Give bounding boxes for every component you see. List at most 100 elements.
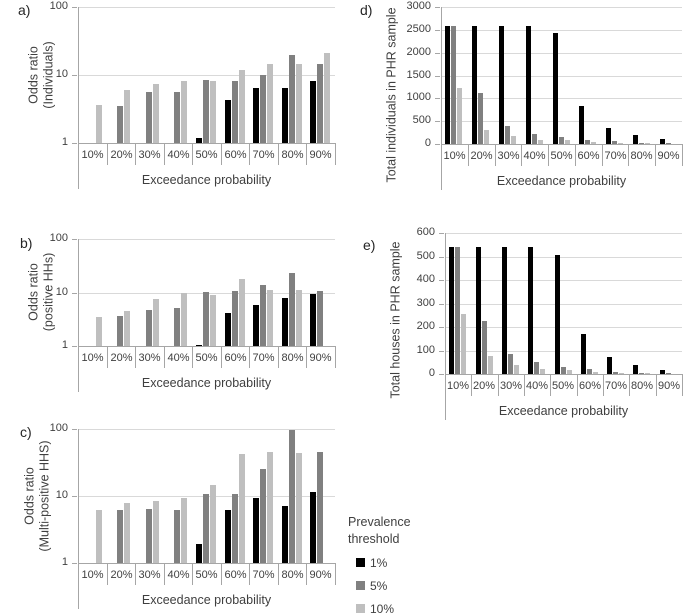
bar-b-80%-1%: [282, 298, 288, 346]
y-tick-mark-e: [439, 304, 444, 305]
x-tick-separator-b: [78, 239, 79, 392]
bar-c-30%-10%: [153, 501, 159, 563]
bar-d-30%-5%: [505, 126, 510, 144]
x-axis-line-d: [441, 144, 682, 145]
x-axis-line-a: [78, 143, 335, 144]
x-tick-separator-e: [445, 233, 446, 420]
x-tick-label-b-70%: 70%: [252, 352, 275, 364]
legend-item-10pct: 10%: [348, 602, 458, 614]
bar-e-60%-5%: [587, 369, 592, 374]
x-tick-label-e-80%: 80%: [630, 380, 654, 392]
bar-c-30%-5%: [146, 509, 152, 563]
x-tick-separator-b: [192, 346, 193, 368]
bar-c-60%-10%: [239, 454, 245, 563]
bar-a-30%-5%: [146, 92, 152, 143]
bar-e-70%-5%: [613, 372, 618, 374]
bar-c-80%-1%: [282, 506, 288, 563]
bar-a-40%-10%: [181, 81, 187, 143]
bar-e-50%-10%: [567, 370, 572, 374]
y-tick-mark-a: [72, 143, 77, 144]
y-tick-mark-d: [435, 76, 440, 77]
bar-a-50%-5%: [203, 80, 209, 143]
bar-d-70%-1%: [606, 128, 611, 144]
bar-b-70%-10%: [267, 290, 273, 346]
bar-a-20%-5%: [117, 106, 123, 143]
x-tick-separator-d: [548, 144, 549, 166]
bar-d-90%-1%: [660, 139, 665, 144]
y-tick-mark-a: [72, 75, 77, 76]
legend-item-5pct: 5%: [348, 579, 458, 593]
bar-d-40%-10%: [538, 140, 543, 144]
bar-b-60%-5%: [232, 291, 238, 346]
bar-c-90%-1%: [310, 492, 316, 563]
x-tick-label-b-10%: 10%: [81, 352, 104, 364]
bar-a-10%-10%: [96, 105, 102, 143]
x-tick-separator-a: [164, 143, 165, 165]
bar-e-50%-1%: [555, 255, 560, 374]
x-tick-separator-e: [524, 374, 525, 396]
gridline-a-10: [78, 75, 335, 76]
x-tick-label-d-30%: 30%: [497, 150, 520, 162]
y-tick-mark-c: [72, 429, 77, 430]
x-tick-label-a-10%: 10%: [81, 149, 104, 161]
gridline-e-600: [445, 233, 682, 234]
x-tick-label-d-60%: 60%: [577, 150, 600, 162]
y-tick-label-c-100: 100: [49, 422, 68, 434]
bar-a-70%-5%: [260, 75, 266, 143]
x-tick-label-c-60%: 60%: [224, 569, 247, 581]
y-tick-mark-b: [72, 346, 77, 347]
y-tick-label-e-500: 500: [416, 250, 435, 262]
x-tick-label-b-50%: 50%: [195, 352, 218, 364]
bar-d-50%-1%: [553, 33, 558, 144]
legend-item-label: 10%: [370, 601, 395, 614]
x-tick-separator-e: [629, 374, 630, 396]
y-tick-label-e-200: 200: [416, 320, 435, 332]
x-tick-label-e-30%: 30%: [499, 380, 523, 392]
y-tick-mark-d: [435, 30, 440, 31]
bar-a-80%-1%: [282, 88, 288, 143]
x-tick-separator-e: [550, 374, 551, 396]
bar-e-60%-10%: [593, 372, 598, 374]
x-tick-label-e-40%: 40%: [525, 380, 549, 392]
y-tick-label-e-0: 0: [428, 367, 435, 379]
legend-title-line1: Prevalence: [348, 515, 411, 529]
bar-c-40%-10%: [181, 498, 187, 563]
bar-e-30%-10%: [514, 365, 519, 374]
bar-e-20%-5%: [482, 321, 487, 374]
y-tick-label-e-600: 600: [416, 226, 435, 238]
x-tick-separator-e: [471, 374, 472, 396]
bar-c-90%-5%: [317, 452, 323, 563]
panel-label-a: a): [18, 2, 31, 18]
x-tick-separator-c: [221, 563, 222, 585]
x-tick-separator-b: [335, 346, 336, 368]
y-tick-mark-c: [72, 563, 77, 564]
x-tick-label-d-90%: 90%: [657, 150, 680, 162]
x-tick-separator-a: [249, 143, 250, 165]
bar-b-90%-5%: [317, 291, 323, 346]
bar-c-40%-5%: [174, 510, 180, 563]
y-tick-mark-d: [435, 7, 440, 8]
x-axis-title-c: Exceedance probability: [141, 593, 272, 607]
bar-d-50%-10%: [565, 140, 570, 144]
legend-swatch-lightgray-icon: [356, 604, 365, 614]
x-tick-label-a-30%: 30%: [138, 149, 161, 161]
x-tick-label-a-90%: 90%: [309, 149, 332, 161]
x-tick-separator-a: [107, 143, 108, 165]
y-tick-mark-b: [72, 239, 77, 240]
gridline-a-100: [78, 7, 335, 8]
x-tick-label-e-50%: 50%: [551, 380, 575, 392]
x-tick-separator-a: [306, 143, 307, 165]
x-axis-title-e: Exceedance probability: [498, 404, 629, 418]
gridline-d-1500: [441, 76, 682, 77]
y-tick-mark-c: [72, 496, 77, 497]
bar-a-20%-10%: [124, 90, 130, 143]
x-tick-separator-a: [135, 143, 136, 165]
bar-a-80%-5%: [289, 55, 295, 143]
x-tick-label-e-20%: 20%: [472, 380, 496, 392]
y-tick-label-a-10: 10: [55, 68, 68, 80]
x-tick-separator-c: [78, 429, 79, 609]
x-tick-label-b-40%: 40%: [167, 352, 190, 364]
legend-swatch-black-icon: [356, 558, 365, 568]
x-axis-title-b: Exceedance probability: [141, 376, 272, 390]
